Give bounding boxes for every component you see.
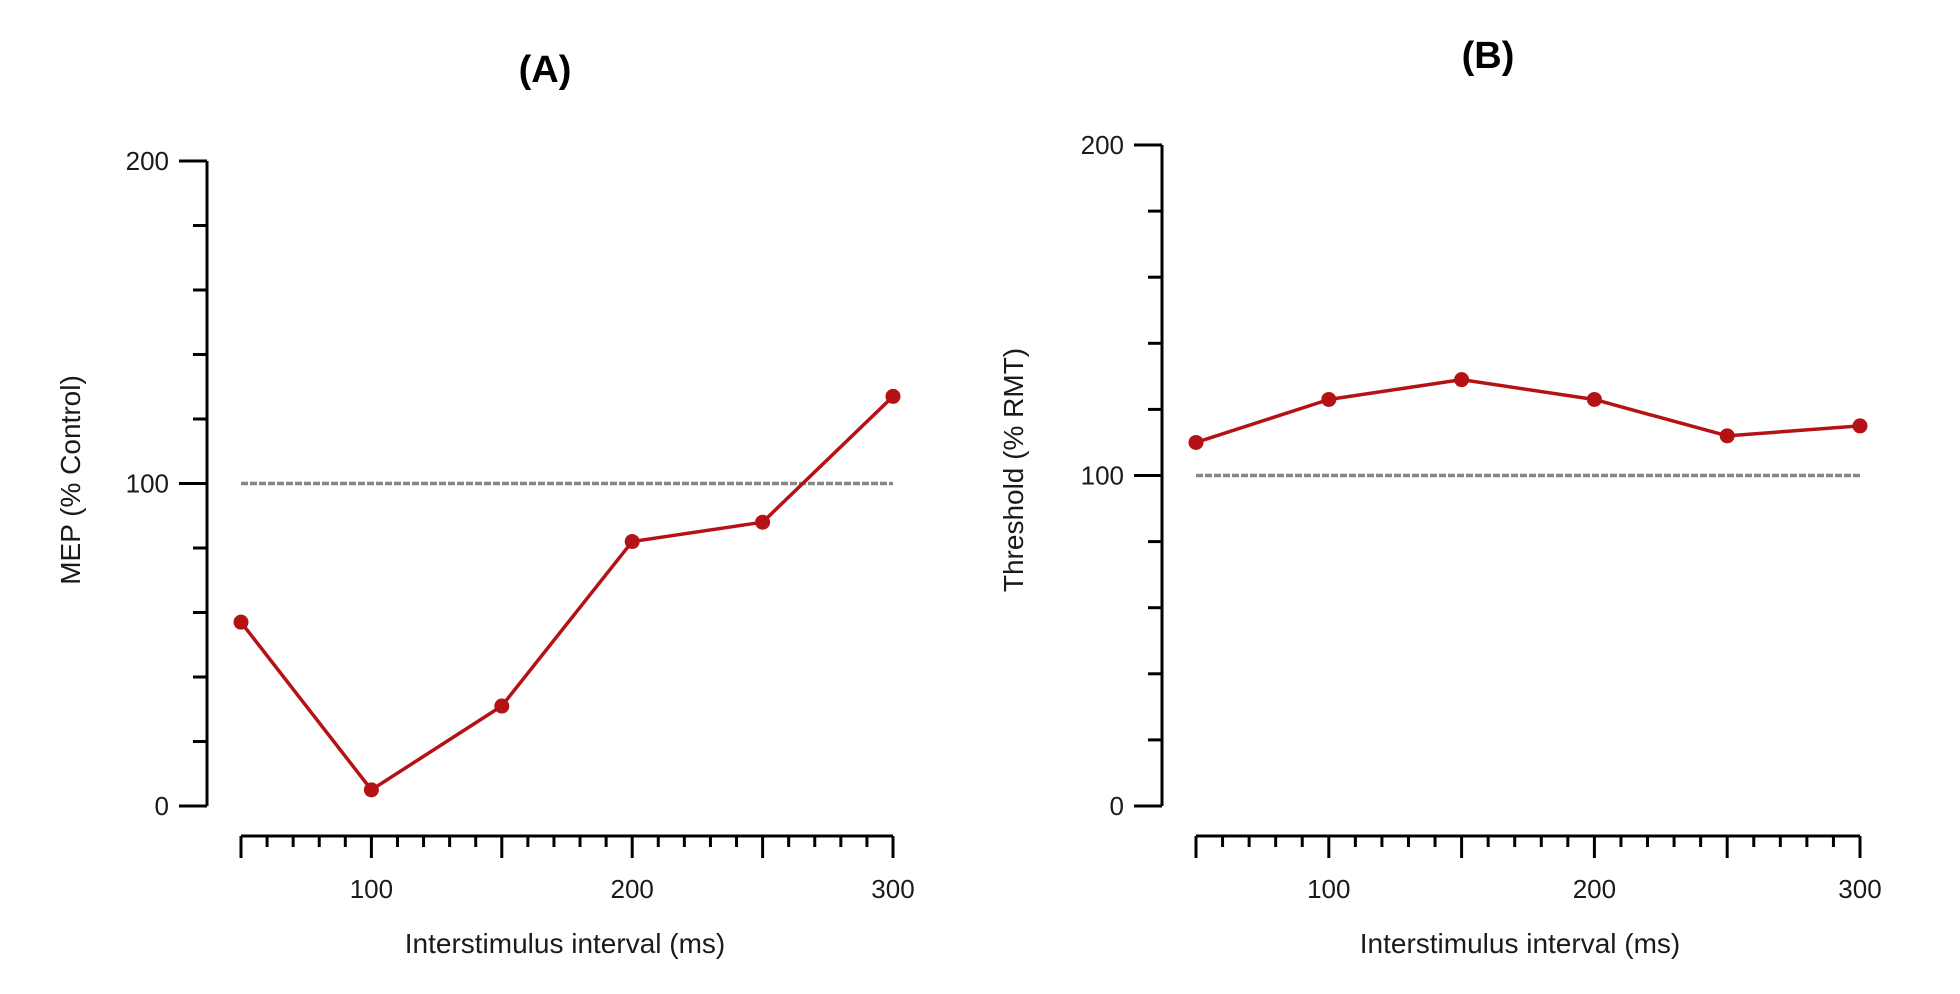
panel-b-x-axis-label: Interstimulus interval (ms) (1360, 928, 1681, 959)
panel-a-title: (A) (519, 49, 572, 91)
panel-a-data-point (755, 514, 771, 530)
panel-a: (A) 0 100 200 100 200 300 Interstimulus inter… (55, 49, 915, 959)
panel-a-data-point (624, 534, 640, 550)
panel-a-y-axis-label: MEP (% Control) (55, 375, 86, 585)
panel-b-data-point (1321, 391, 1337, 407)
panel-b: (B) 0 100 200 100 200 300 Interstimulus inter… (998, 35, 1882, 959)
panel-b-y-axis-label: Threshold (% RMT) (998, 348, 1029, 592)
panel-a-x-tick-label: 300 (871, 874, 914, 904)
panel-b-title: (B) (1462, 35, 1515, 77)
panel-a-axes: 0 100 200 100 200 300 (126, 146, 915, 904)
panel-b-y-tick-label: 100 (1081, 461, 1124, 491)
panel-a-y-tick-label: 0 (155, 791, 169, 821)
panel-b-data-point (1454, 372, 1470, 388)
panel-b-data-point (1188, 434, 1204, 450)
panel-b-axes: 0 100 200 100 200 300 (1081, 130, 1882, 904)
panel-a-data-point (233, 614, 249, 630)
panel-b-x-tick-label: 100 (1307, 874, 1350, 904)
panel-a-y-tick-label: 100 (126, 469, 169, 499)
panel-b-data-point (1852, 418, 1868, 434)
panel-a-x-tick-label: 100 (350, 874, 393, 904)
panel-b-x-tick-label: 200 (1573, 874, 1616, 904)
panel-b-y-tick-label: 200 (1081, 130, 1124, 160)
panel-b-y-tick-label: 0 (1110, 791, 1124, 821)
panel-b-data-point (1586, 391, 1602, 407)
panel-a-series-line (239, 395, 895, 792)
panel-a-x-axis-label: Interstimulus interval (ms) (405, 928, 726, 959)
panel-b-x-tick-label: 300 (1838, 874, 1881, 904)
panel-a-y-tick-label: 200 (126, 146, 169, 176)
panel-b-series-line (1195, 377, 1861, 445)
panel-a-data-point (885, 388, 901, 404)
panel-b-data-point (1719, 428, 1735, 444)
panel-a-data-point (363, 782, 379, 798)
panel-a-x-tick-label: 200 (611, 874, 654, 904)
panel-a-data-point (494, 698, 510, 714)
